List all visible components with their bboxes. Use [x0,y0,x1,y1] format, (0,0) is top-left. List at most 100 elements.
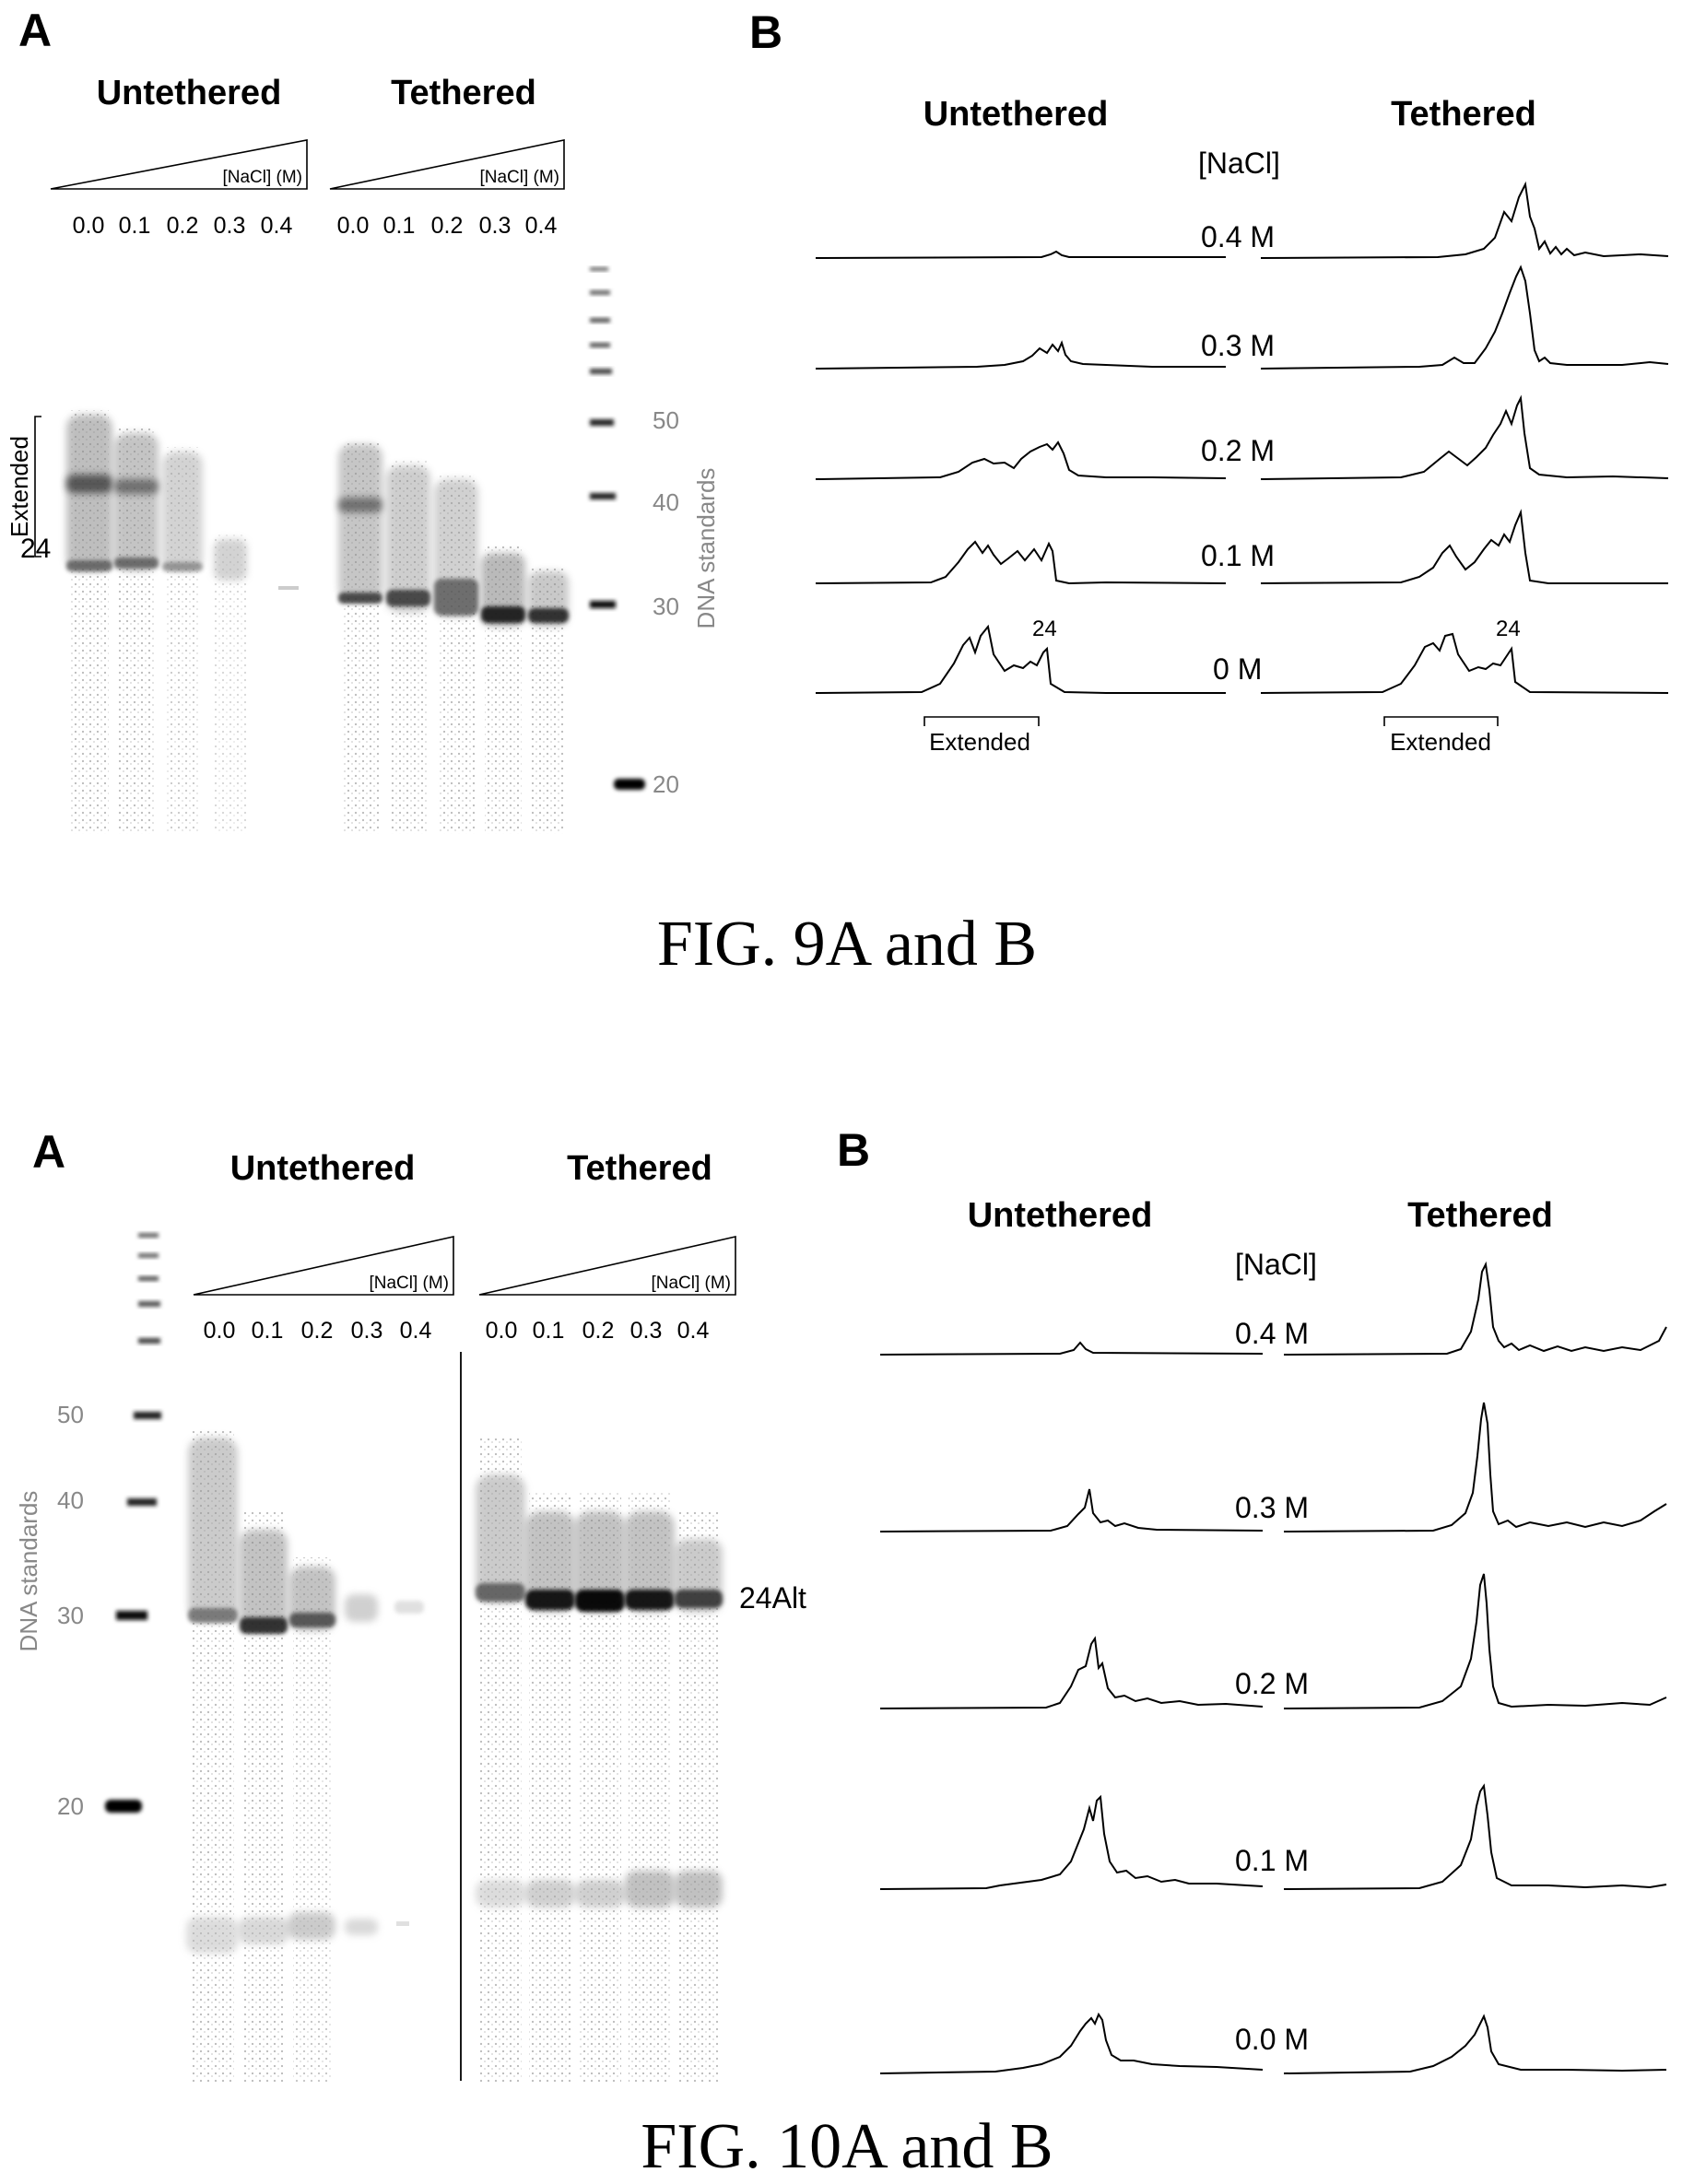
fig9-panel-b: B Untethered Tethered [NaCl] 0.4 M 0.3 M… [749,6,1669,756]
lane-label: 0.1 [252,1318,284,1344]
lane-label: 0.3 [214,213,246,239]
trace-tethered-0 [1260,632,1669,694]
fig9b-trace-lines [815,181,1669,694]
trace-untethered-0.4 [879,1341,1264,1356]
fig9a-extended-bracket [34,416,41,558]
gel-band [386,590,430,606]
fig9a-tethered-salt-wedge [329,139,565,190]
fig10a-untethered-label: Untethered [230,1149,416,1188]
trace-tethered-0.1 [1283,1783,1667,1890]
fig9b-salt-heading: [NaCl] [1198,147,1280,180]
ladder-band [138,1253,159,1258]
gel-band [114,479,159,494]
trace-tethered-0.0 [1283,2014,1667,2074]
gel-band-low [525,1880,575,1908]
gel-band-24 [114,558,159,569]
gel-band-low [625,1871,675,1908]
fig9a-untethered-label: Untethered [97,74,282,112]
gel-band [338,593,382,604]
fig10a-band-label: 24Alt [739,1581,806,1615]
lane-label: 0.2 [431,213,464,239]
trace-tethered-0.2 [1260,394,1669,480]
trace-untethered-0.2 [815,440,1227,480]
fig9a-standard-40: 40 [653,488,679,516]
lane-label: 0.3 [351,1318,383,1344]
trace-untethered-0.4 [815,250,1226,259]
fig10-panel-b-letter: B [837,1124,870,1176]
fig9a-untethered-lanes [66,410,299,834]
trace-untethered-0.3 [879,1488,1264,1532]
fig9b-extended-right: Extended [1390,728,1491,756]
gel-lane-extended [525,1511,575,1613]
trace-untethered-0.1 [815,540,1227,585]
lane-label: 0.0 [204,1318,236,1344]
fig10a-standards-label: DNA standards [15,1491,42,1652]
gel-lane-extended [386,465,430,613]
fig9a-untethered-salt-label: [NaCl] (M) [222,168,302,187]
trace-tethered-0.4 [1283,1261,1667,1356]
fig10-panel-b: B Untethered Tethered [NaCl] 0.4 M 0.3 M… [837,1124,1667,2074]
fig9b-extended-bracket-right [1383,716,1499,726]
gel-band-24alt [525,1590,575,1610]
fig9a-tethered-lanes [338,440,569,834]
fig9b-tethered-label: Tethered [1391,95,1536,134]
trace-untethered-0 [815,624,1226,694]
fig10a-tethered-salt-label: [NaCl] (M) [651,1274,731,1293]
trace-label: 0.0 M [1235,2023,1309,2056]
fig10a-untethered-lanes [186,1428,424,2083]
ladder-band-40 [590,493,616,499]
gel-lane-extended [338,444,382,601]
gel-band [345,1594,378,1622]
fig9a-untethered-lane-labels: 0.0 0.1 0.2 0.3 0.4 [73,213,293,239]
gel-band [338,498,382,512]
trace-label: 0.1 M [1201,539,1275,572]
trace-untethered-0.1 [879,1794,1264,1890]
lane-label: 0.1 [119,213,151,239]
gel-band [528,608,569,623]
trace-label: 0.3 M [1201,329,1275,362]
trace-tethered-0.4 [1260,181,1669,259]
fig9b-extended-left: Extended [929,728,1030,756]
gel-lane-smear [293,1557,332,2083]
ladder-band [590,343,610,347]
gel-band-low [345,1919,378,1935]
fig10a-standard-50: 50 [57,1401,84,1428]
fig10a-standard-20: 20 [57,1792,84,1820]
fig9-panel-a-letter: A [18,5,52,56]
fig10-panel-a: A Untethered Tethered [NaCl] (M) [NaCl] … [15,1126,806,2083]
gel-lane-smear [215,534,246,834]
gel-band [434,579,478,616]
trace-label: 0.4 M [1201,220,1275,253]
fig9a-band-24-label: 24 [20,534,51,564]
trace-label: 0.3 M [1235,1491,1309,1524]
gel-lane-extended [240,1530,288,1631]
ladder-band-40 [127,1498,157,1506]
gel-lane-extended [625,1511,675,1613]
fig9b-untethered-label: Untethered [923,95,1109,134]
gel-lane-extended [188,1438,238,1622]
lane-label: 0.4 [525,213,558,239]
fig10a-untethered-salt-wedge [193,1236,454,1296]
ladder-band [138,1338,160,1344]
gel-band-low [575,1880,625,1908]
fig10-caption: FIG. 10A and B [641,2111,1053,2182]
gel-band-faint [278,586,299,590]
lane-label: 0.2 [582,1318,615,1344]
ladder-band [138,1276,159,1281]
ladder-band-30 [590,601,616,608]
fig9b-peak-24-right: 24 [1496,616,1521,641]
fig9a-tethered-lane-labels: 0.0 0.1 0.2 0.3 0.4 [337,213,558,239]
ladder-band-50 [134,1412,161,1419]
lane-label: 0.3 [479,213,512,239]
fig9a-standards-label: DNA standards [692,468,720,629]
fig9a-tethered-label: Tethered [391,74,536,112]
fig9a-untethered-salt-wedge [50,139,308,190]
fig10b-salt-heading: [NaCl] [1235,1248,1317,1281]
gel-band-24alt [575,1590,625,1612]
gel-band-low [238,1917,289,1944]
lane-label: 0.4 [677,1318,710,1344]
trace-label: 0 M [1213,652,1262,686]
lane-label: 0.4 [400,1318,432,1344]
fig10a-untethered-lane-labels: 0.0 0.1 0.2 0.3 0.4 [204,1318,432,1344]
